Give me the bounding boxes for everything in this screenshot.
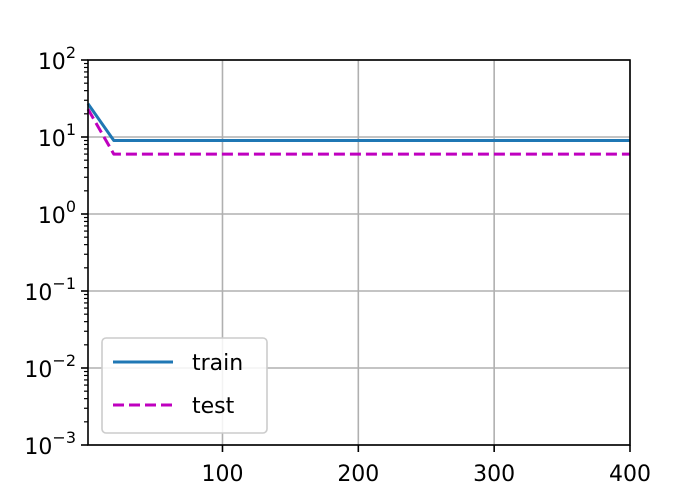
legend: train test [101, 337, 268, 434]
x-tick-label: 200 [337, 462, 379, 487]
y-tick-exponent: −1 [52, 274, 76, 293]
y-tick-label: 101 [38, 120, 76, 152]
legend-label-test: test [192, 394, 235, 419]
y-tick-base: 10 [38, 204, 66, 229]
y-tick-base: 10 [38, 50, 66, 75]
y-tick-base: 10 [24, 281, 52, 306]
series-line-test [86, 108, 630, 156]
y-tick-exponent: 0 [66, 197, 76, 216]
x-tick-label: 100 [201, 462, 243, 487]
x-tick-label: 400 [609, 462, 651, 487]
y-tick-base: 10 [24, 435, 52, 460]
y-tick-exponent: 2 [66, 43, 76, 62]
y-tick-label: 100 [38, 197, 76, 229]
y-tick-exponent: −3 [52, 428, 76, 447]
y-tick-label: 10−3 [24, 428, 76, 460]
y-tick-base: 10 [38, 127, 66, 152]
series-line-train [86, 102, 630, 142]
y-tick-exponent: −2 [52, 351, 76, 370]
x-axis: 100 200 300 400 [201, 445, 651, 487]
y-tick-label: 10−2 [24, 351, 76, 383]
y-tick-base: 10 [24, 358, 52, 383]
y-tick-label: 10−1 [24, 274, 76, 306]
y-tick-exponent: 1 [66, 120, 76, 139]
x-tick-label: 300 [473, 462, 515, 487]
y-tick-label: 102 [38, 43, 76, 75]
series-layer [86, 102, 630, 156]
legend-label-train: train [192, 351, 243, 376]
